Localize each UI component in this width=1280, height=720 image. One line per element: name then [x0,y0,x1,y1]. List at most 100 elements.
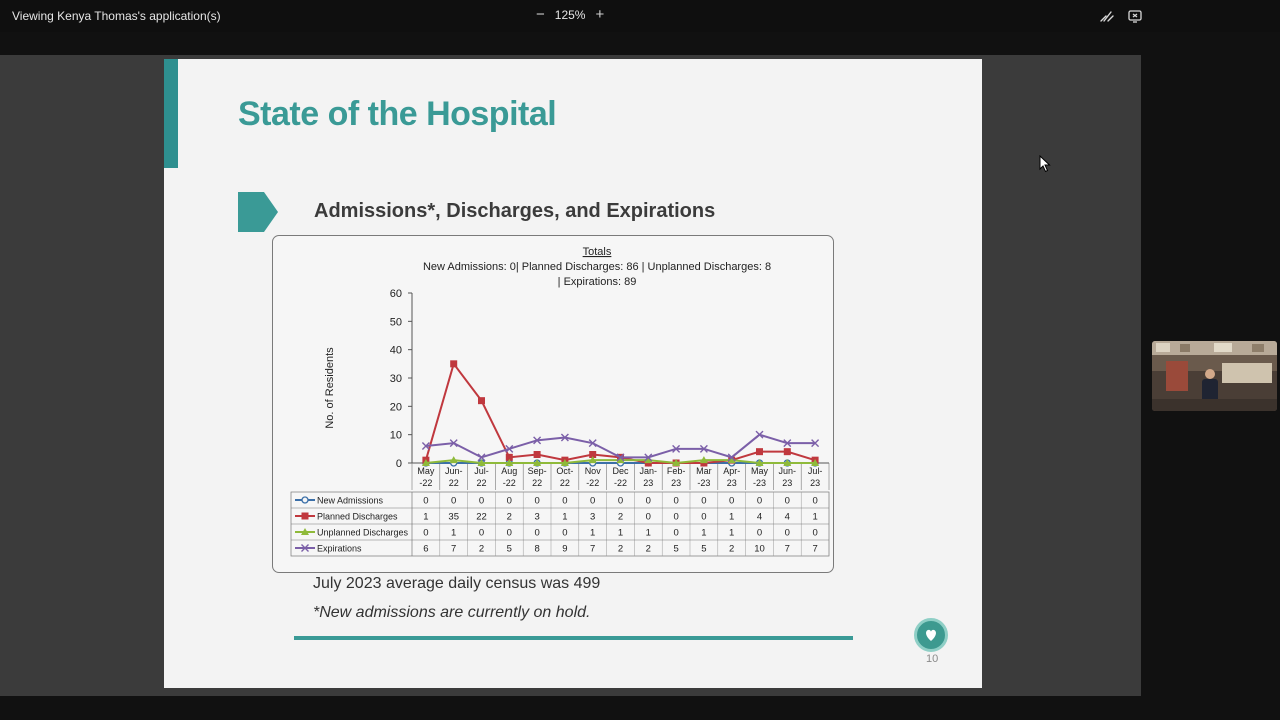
x-tick-label: Jun- [445,466,463,476]
data-point [533,459,542,466]
mouse-cursor-icon [1039,155,1051,173]
stop-share-icon[interactable] [1127,8,1143,24]
x-tick-label-line-2: 23 [727,478,737,488]
table-cell-value: 0 [507,528,512,539]
x-tick-label: May [417,466,435,476]
x-tick-label: Jan- [640,466,658,476]
x-tick-label: Mar [696,466,712,476]
table-cell-value: 0 [757,496,762,507]
viewer-top-bar: Viewing Kenya Thomas's application(s) − … [0,0,1280,32]
x-tick-label-line-2: 23 [782,478,792,488]
x-tick-label-line-2: -22 [614,478,627,488]
table-cell-value: 5 [701,544,706,555]
series-expirations [421,430,820,462]
participant-video-tile[interactable] [1152,341,1277,411]
data-point [811,439,820,448]
table-cell-value: 2 [507,512,512,523]
page-number: 10 [926,653,939,665]
bullet-arrow-icon [238,192,278,232]
series-line [424,361,816,464]
line-chart: Totals New Admissions: 0| Planned Discha… [290,246,830,557]
table-cell-value: 0 [812,496,817,507]
x-tick-label-line-2: 23 [810,478,820,488]
table-cell-value: 0 [534,528,539,539]
data-point [533,451,541,458]
data-point [450,360,458,368]
y-tick-label: 50 [390,316,402,328]
table-cell-value: 7 [590,544,595,555]
annotate-icon[interactable] [1099,8,1115,24]
x-tick-label-line-2: -22 [503,478,516,488]
table-cell-value: 0 [451,496,456,507]
table-cell-value: 7 [785,544,790,555]
legend-label: Planned Discharges [317,512,398,522]
data-point [505,453,513,461]
slide-title: State of the Hospital [238,95,557,133]
table-cell-value: 10 [754,544,765,555]
chart-data-table: New Admissions 0 0 0 0 0 0 0 0 0 0 0 0 0 0 0 Planned Dis… [290,491,830,557]
x-tick-label-line-2: 23 [671,478,681,488]
table-cell-value: 1 [729,512,734,523]
slide-accent-bar [164,59,178,168]
data-point [421,459,430,466]
x-tick-label-line-2: -23 [753,478,766,488]
table-cell-value: 8 [534,544,539,555]
x-tick-label: Feb- [667,466,686,476]
legend-label: Unplanned Discharges [317,528,409,538]
chart-title: Totals [583,246,612,258]
x-tick-label: Jul- [474,466,489,476]
table-cell-value: 9 [562,544,567,555]
table-cell-value: 0 [618,496,623,507]
data-point [755,430,764,439]
table-cell-value: 1 [451,528,456,539]
zoom-controls: − 125% + [536,7,604,23]
table-cell-value: 35 [448,512,459,523]
data-point [783,448,791,456]
zoom-out-button[interactable]: − [536,6,545,23]
table-cell-value: 0 [701,512,706,523]
table-cell-value: 7 [812,544,817,555]
data-point [477,459,486,466]
data-point [783,459,792,466]
table-cell-value: 2 [729,544,734,555]
zoom-in-button[interactable]: + [595,6,605,23]
x-tick-label: May [751,466,769,476]
participant-video-icon [1152,341,1277,411]
census-note: July 2023 average daily census was 499 [313,575,601,592]
x-tick-label-line-2: 23 [643,478,653,488]
table-cell-value: 1 [618,528,623,539]
x-tick-label-line-2: 22 [476,478,486,488]
x-tick-label-line-2: 22 [449,478,459,488]
table-cell-value: 5 [673,544,678,555]
data-point [699,444,708,453]
data-point [588,439,597,448]
chart-container: Totals New Admissions: 0| Planned Discha… [272,235,834,573]
series-unplanned-discharges [421,456,820,466]
x-tick-label: Dec [612,466,629,476]
x-tick-label: Jul- [808,466,823,476]
x-tick-label: Jun- [779,466,797,476]
data-point [560,459,569,466]
table-cell-value: 0 [479,528,484,539]
data-point [449,439,458,448]
data-point [301,528,309,535]
slide-divider [294,636,853,640]
table-cell-value: 0 [673,528,678,539]
legend-label: New Admissions [317,496,384,506]
data-point [449,456,458,464]
footnote: *New admissions are currently on hold. [313,604,591,621]
table-cell-value: 2 [646,544,651,555]
y-tick-label: 20 [390,401,402,413]
table-cell-value: 1 [812,512,817,523]
slide-subtitle: Admissions*, Discharges, and Expirations [314,200,716,222]
data-point [699,456,708,464]
table-cell-value: 0 [646,496,651,507]
table-cell-value: 0 [701,496,706,507]
table-cell-value: 0 [479,496,484,507]
table-cell-value: 1 [701,528,706,539]
table-cell-value: 3 [534,512,539,523]
data-point [301,496,309,504]
table-cell-value: 4 [785,512,790,523]
y-tick-label: 0 [396,458,402,470]
table-cell-value: 0 [534,496,539,507]
